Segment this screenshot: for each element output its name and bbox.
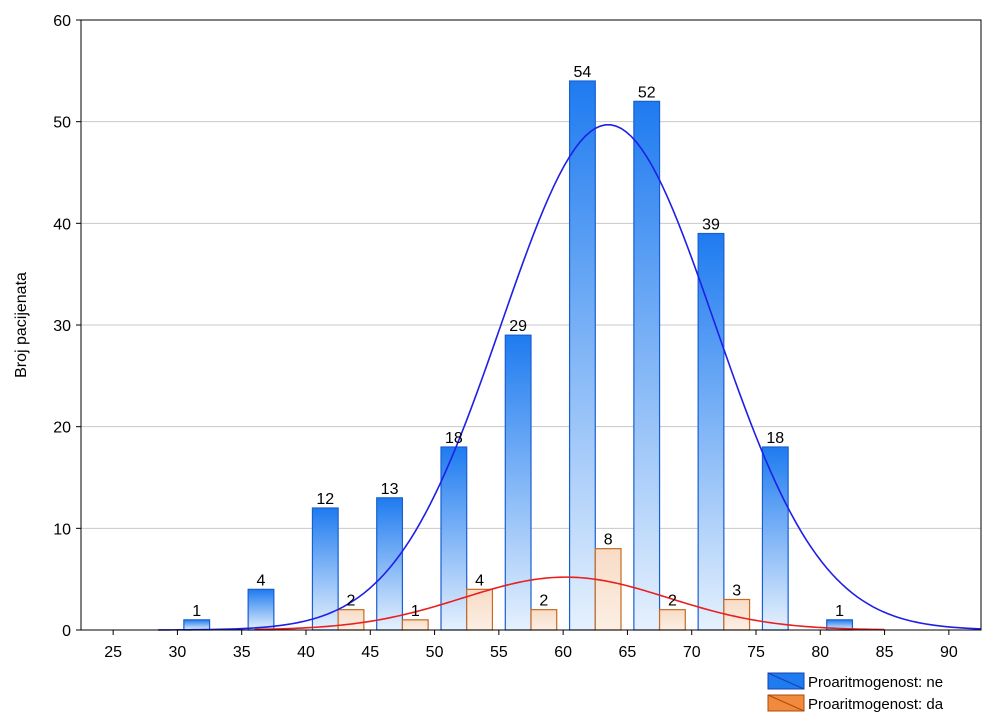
bar-da <box>337 609 365 631</box>
bar-da <box>594 548 622 631</box>
y-tick-label: 60 <box>53 13 71 30</box>
bars <box>183 80 854 631</box>
bar-ne <box>376 497 404 631</box>
bar-ne <box>311 507 339 631</box>
legend-item-ne: Proaritmogenost: ne <box>767 672 943 691</box>
x-tick-label: 75 <box>747 644 765 661</box>
x-tick-label: 60 <box>554 644 572 661</box>
y-axis-title: Broj pacijenata <box>13 272 30 378</box>
x-tick-label: 50 <box>426 644 444 661</box>
bar-da <box>530 609 558 631</box>
bar-label-da: 2 <box>347 593 356 610</box>
bar-label-ne: 18 <box>766 430 784 447</box>
legend-item-da: Proaritmogenost: da <box>767 694 944 713</box>
x-tick-label: 85 <box>876 644 894 661</box>
y-tick-label: 0 <box>62 623 71 640</box>
y-tick-label: 10 <box>53 521 71 538</box>
bar-ne <box>504 334 532 631</box>
x-tick-label: 35 <box>233 644 251 661</box>
bar-label-da: 4 <box>475 572 484 589</box>
bar-label-ne: 18 <box>445 430 463 447</box>
bar-ne <box>183 619 211 631</box>
bar-label-ne: 13 <box>381 481 399 498</box>
grid-lines <box>81 121 981 529</box>
bar-label-da: 1 <box>411 603 420 620</box>
legend: Proaritmogenost: ne Proaritmogenost: da <box>767 672 944 713</box>
y-tick-label: 40 <box>53 216 71 233</box>
y-tick-label: 50 <box>53 115 71 132</box>
bar-ne <box>247 588 275 631</box>
bar-ne <box>761 446 789 631</box>
y-tick-label: 20 <box>53 420 71 437</box>
bar-label-ne: 54 <box>574 64 592 81</box>
bar-ne <box>697 232 725 631</box>
x-tick-label: 90 <box>940 644 958 661</box>
x-tick-label: 70 <box>683 644 701 661</box>
y-tick-label: 30 <box>53 318 71 335</box>
x-tick-label: 30 <box>169 644 187 661</box>
bar-label-ne: 29 <box>509 318 527 335</box>
legend-swatch-diagonal <box>767 672 805 690</box>
bar-da <box>401 619 429 631</box>
axes: 0 10 20 30 40 50 60 25 30 35 40 45 50 55 60 65 70 75 80 85 9… <box>53 13 958 661</box>
normal-curve-da <box>254 576 885 631</box>
bar-ne <box>633 100 661 631</box>
bar-label-ne: 4 <box>257 572 266 589</box>
x-tick-label: 55 <box>490 644 508 661</box>
x-tick-label: 80 <box>811 644 829 661</box>
bar-label-ne: 39 <box>702 217 720 234</box>
x-tick-label: 65 <box>619 644 637 661</box>
legend-swatch-diagonal <box>767 694 805 712</box>
bar-label-da: 3 <box>732 583 741 600</box>
bar-label-da: 2 <box>668 593 677 610</box>
bar-label-da: 2 <box>539 593 548 610</box>
legend-label: Proaritmogenost: ne <box>808 674 943 691</box>
bar-ne <box>568 80 596 631</box>
x-tick-label: 45 <box>361 644 379 661</box>
bar-label-ne: 1 <box>835 603 844 620</box>
bar-da <box>658 609 686 631</box>
legend-label: Proaritmogenost: da <box>808 696 944 713</box>
bar-label-ne: 12 <box>316 491 334 508</box>
normal-curve-ne <box>158 124 982 631</box>
x-tick-label: 25 <box>104 644 122 661</box>
x-tick-label: 40 <box>297 644 315 661</box>
bar-label-da: 8 <box>604 532 613 549</box>
distribution-curves <box>158 124 982 631</box>
bar-label-ne: 52 <box>638 84 656 101</box>
bar-label-ne: 1 <box>192 603 201 620</box>
